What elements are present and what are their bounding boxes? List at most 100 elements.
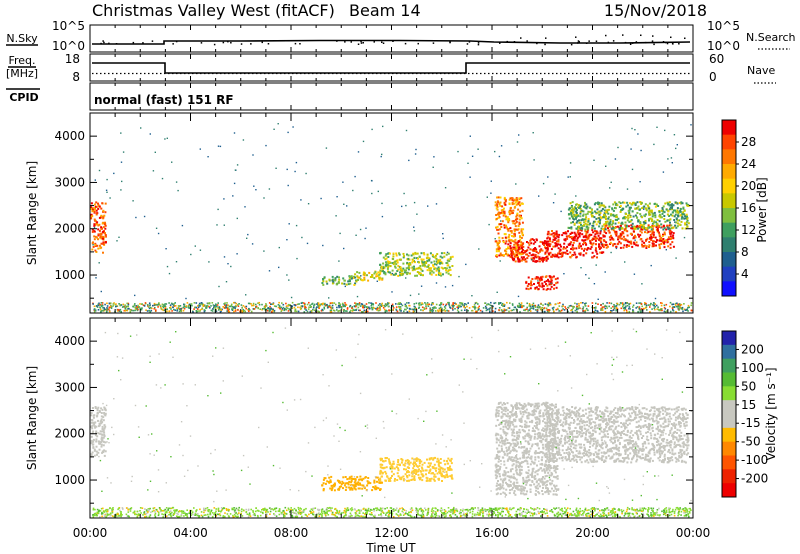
power-data-cell <box>598 217 601 220</box>
power-data-cell <box>575 214 578 217</box>
velocity-data-cell <box>546 480 549 483</box>
power-data-cell <box>550 233 553 236</box>
power-data-ground-cell <box>372 307 374 309</box>
power-data-cell <box>395 252 398 255</box>
power-data-cell <box>541 241 544 244</box>
power-data-cell <box>545 256 548 258</box>
power-data-ground-cell <box>511 304 514 306</box>
noise-search-dot <box>382 42 385 44</box>
power-data-ground-cell <box>285 302 287 305</box>
power-data-ground-cell <box>690 304 692 307</box>
power-data-cell <box>515 254 518 257</box>
power-data-cell <box>672 232 675 235</box>
power-data-cell <box>322 278 325 280</box>
velocity-data-cell <box>371 489 374 492</box>
power-data-cell <box>521 209 524 212</box>
velocity-data-cell <box>354 485 357 488</box>
power-data-cell <box>90 213 93 216</box>
power-data-cell <box>555 232 558 235</box>
power-data-cell <box>643 241 646 244</box>
velocity-data-cell <box>418 459 421 461</box>
power-data-cell <box>600 251 603 254</box>
power-data-ground-cell <box>463 306 466 309</box>
power-data-cell <box>601 208 604 210</box>
power-data-ground-cell <box>477 303 479 305</box>
power-data-ground-cell <box>161 303 164 306</box>
power-data-cell <box>501 254 503 257</box>
power-data-cell <box>537 288 540 291</box>
power-data-cell <box>604 220 607 223</box>
power-data-ground-cell <box>465 303 468 306</box>
power-data-cell <box>607 208 610 211</box>
power-data-cell <box>521 250 523 253</box>
power-data-cell <box>563 242 566 245</box>
power-data-cell <box>619 205 622 207</box>
power-data-cell <box>394 260 397 263</box>
velocity-data-cell <box>556 477 559 480</box>
power-data-cell <box>631 227 634 230</box>
power-data-speckle <box>427 205 429 207</box>
power-data-speckle <box>575 195 577 197</box>
velocity-data-cell <box>556 436 559 439</box>
power-data-ground-cell <box>609 311 612 313</box>
power-data-ground-cell <box>572 305 574 308</box>
power-data-cell <box>443 252 446 255</box>
power-data-cell <box>100 227 103 230</box>
power-data-cell <box>387 262 390 264</box>
power-data-cell <box>674 210 677 213</box>
velocity-data-cell <box>535 481 538 484</box>
power-data-cell <box>338 278 341 281</box>
power-data-ground-cell <box>200 302 203 304</box>
power-data-ground-cell <box>664 308 667 310</box>
power-data-speckle <box>216 224 218 226</box>
power-data-cell <box>681 227 684 230</box>
noise-search-dot <box>142 42 144 44</box>
power-data-cell <box>513 246 516 249</box>
velocity-data-cell <box>498 423 501 426</box>
power-data-cell <box>591 256 594 259</box>
power-data-cell <box>498 223 501 226</box>
power-data-ground-cell <box>207 302 209 305</box>
power-data-ground-cell <box>163 309 166 311</box>
velocity-data-cell <box>524 435 527 438</box>
power-data-ground-cell <box>490 301 492 304</box>
power-data-cell <box>670 224 673 227</box>
power-data-ground-cell <box>106 307 108 309</box>
power-data-cell <box>648 218 651 220</box>
power-data-speckle <box>194 245 196 247</box>
power-data-ground-cell <box>649 311 651 313</box>
power-data-cell <box>686 215 688 218</box>
velocity-data-cell <box>359 482 361 485</box>
power-data-cell <box>660 223 663 226</box>
power-data-cell <box>98 205 101 208</box>
power-data-ground-cell <box>536 310 539 313</box>
power-data-ground-cell <box>552 308 554 311</box>
power-data-ground-cell <box>405 308 407 311</box>
power-data-ground-cell <box>445 303 448 306</box>
power-data-ground-cell <box>339 303 342 306</box>
power-data-ground-cell <box>361 311 363 313</box>
power-data-cell <box>524 258 527 261</box>
velocity-data-cell <box>385 472 388 475</box>
power-data-cell <box>610 213 613 216</box>
power-data-cell <box>572 236 575 239</box>
power-data-ground-cell <box>421 302 423 304</box>
power-data-ground-cell <box>336 306 338 309</box>
power-data-ground-cell <box>187 306 190 309</box>
velocity-data-cell <box>358 478 361 481</box>
velocity-data-cell <box>520 487 523 490</box>
power-data-cell <box>516 200 519 203</box>
power-data-cell <box>528 243 531 246</box>
power-data-cell <box>667 210 670 213</box>
power-data-ground-cell <box>413 308 415 311</box>
power-data-ground-cell <box>235 304 237 307</box>
power-data-cell <box>583 247 586 250</box>
power-data-cell <box>100 235 103 238</box>
power-data-cell <box>631 225 634 228</box>
power-data-cell <box>513 230 516 233</box>
noise-search-dot <box>357 43 360 45</box>
power-data-cell <box>343 282 346 285</box>
power-data-ground-cell <box>97 309 100 311</box>
power-data-cell <box>571 201 574 204</box>
power-data-cell <box>560 252 563 255</box>
